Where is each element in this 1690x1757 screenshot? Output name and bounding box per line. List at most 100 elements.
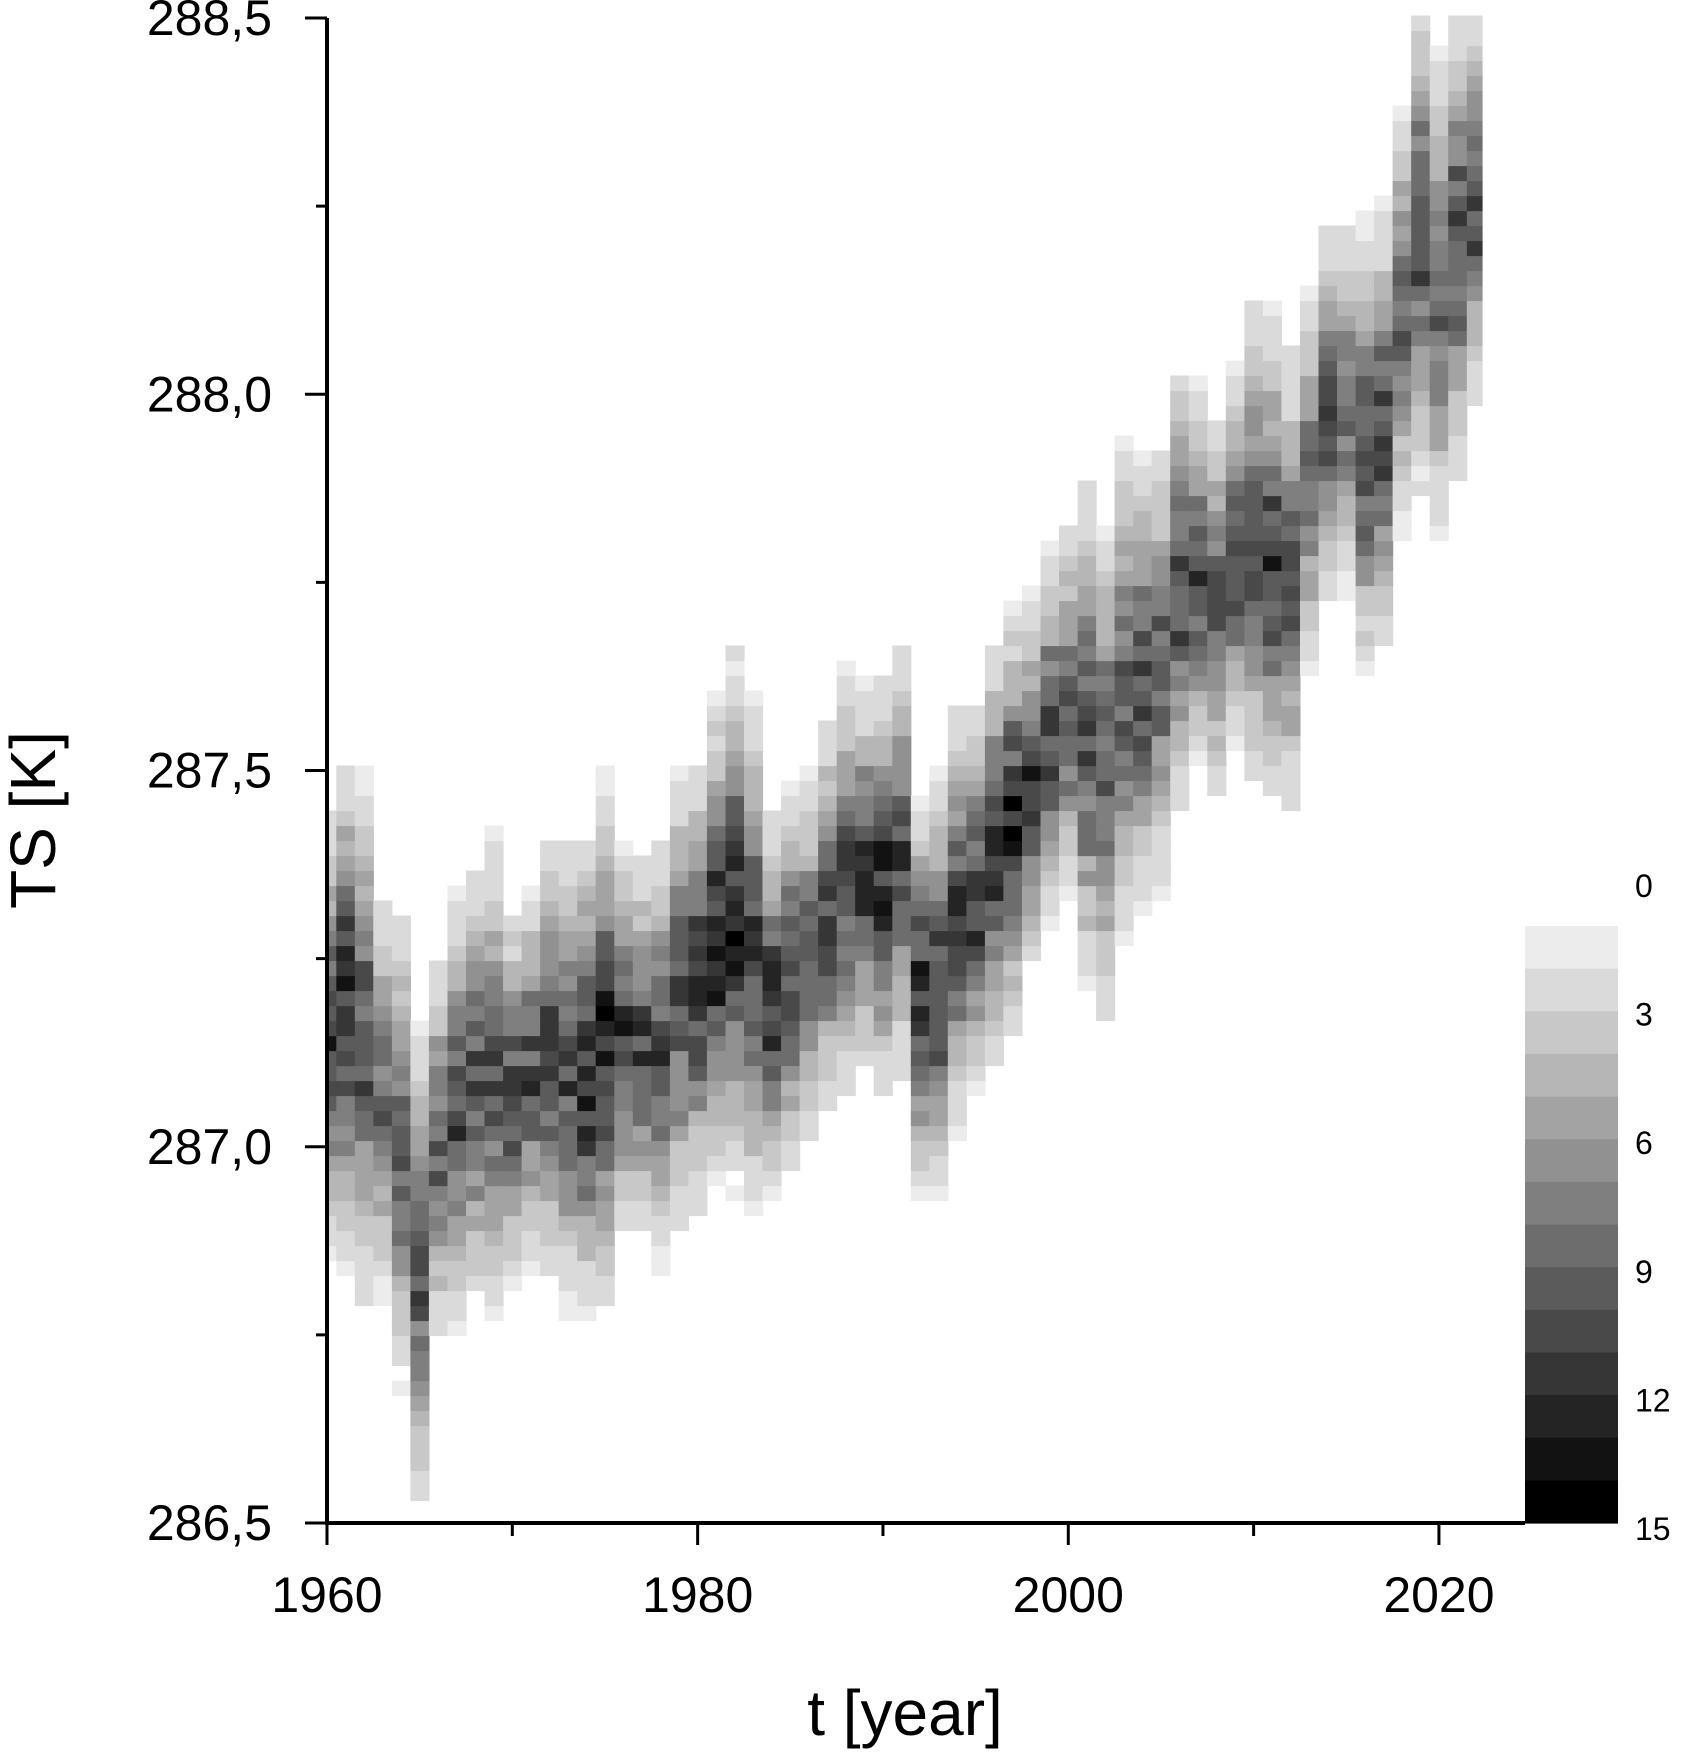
density-cell [336,1035,356,1052]
density-cell [892,1050,912,1067]
density-cell [744,1050,764,1067]
density-cell [428,1245,448,1262]
density-cell [1040,555,1060,572]
density-cell [1466,225,1483,242]
density-cell [1374,540,1394,557]
density-cell [558,1275,578,1292]
density-cell [651,1200,671,1217]
density-cell [1300,480,1320,497]
density-cell [1355,660,1375,677]
density-cell [336,990,356,1007]
density-cell [354,795,374,812]
density-cell [1133,765,1153,782]
density-cell [1059,870,1079,887]
density-cell [855,945,875,962]
density-cell [892,795,912,812]
density-cell [577,1215,597,1232]
density-cell [947,900,967,917]
density-cell [329,840,337,857]
density-cell [503,990,523,1007]
density-cell [892,900,912,917]
density-cell [1151,510,1171,527]
density-cell [966,855,986,872]
density-cell [336,915,356,932]
density-cell [1300,330,1320,347]
density-cell [1337,330,1357,347]
density-cell [329,990,337,1007]
density-cell [595,1200,615,1217]
density-cell [725,795,745,812]
density-cell [818,975,838,992]
density-cell [1188,495,1208,512]
density-cell [873,1005,893,1022]
density-cell [744,735,764,752]
density-cell [947,810,967,827]
density-cell [1448,360,1468,377]
density-cell [447,1170,467,1187]
density-cell [484,990,504,1007]
density-cell [706,1065,726,1082]
colorbar-tick-label: 0 [1635,868,1653,904]
density-cell [762,1155,782,1172]
density-cell [1374,630,1394,647]
density-cell [762,1020,782,1037]
density-cell [1114,825,1134,842]
density-cell [354,1200,374,1217]
density-cell [521,915,541,932]
density-cell [1262,660,1282,677]
density-cell [651,1080,671,1097]
density-cell [1003,795,1023,812]
density-cell [1466,60,1483,77]
density-cell [1096,885,1116,902]
density-cell [595,1275,615,1292]
density-cell [799,975,819,992]
density-cell [428,1320,448,1337]
density-cell [614,855,634,872]
density-cell [1337,570,1357,587]
density-cell [669,1080,689,1097]
density-cell [1003,870,1023,887]
density-cell [929,1020,949,1037]
density-cell [1170,645,1190,662]
density-cell [428,1200,448,1217]
density-cell [1003,945,1023,962]
density-cell [929,795,949,812]
density-cell [503,930,523,947]
density-cell [744,945,764,962]
density-cell [855,1020,875,1037]
density-cell [1114,450,1134,467]
density-cell [1337,480,1357,497]
density-cell [410,1095,430,1112]
density-cell [781,1110,801,1127]
density-cell [818,840,838,857]
density-cell [484,960,504,977]
density-cell [1114,930,1134,947]
density-cell [1114,855,1134,872]
density-cell [1225,720,1245,737]
density-cell [447,1155,467,1172]
density-cell [466,1185,486,1202]
density-cell [1429,60,1449,77]
density-cell [1448,240,1468,257]
density-cell [447,1305,467,1322]
density-cell [1448,15,1468,32]
density-cell [558,1260,578,1277]
density-cell [447,1185,467,1202]
density-cell [410,1110,430,1127]
density-cell [1114,480,1134,497]
density-cell [484,870,504,887]
density-cell [1114,615,1134,632]
density-cell [688,870,708,887]
density-cell [1225,465,1245,482]
density-cell [1318,390,1338,407]
density-cell [1170,555,1190,572]
density-cell [503,1170,523,1187]
colorbar-band [1525,968,1618,1012]
density-cell [595,810,615,827]
density-cell [373,1080,393,1097]
density-cell [1262,720,1282,737]
density-cell [1355,645,1375,662]
density-cell [503,1185,523,1202]
density-cell [1188,465,1208,482]
density-cell [1355,375,1375,392]
